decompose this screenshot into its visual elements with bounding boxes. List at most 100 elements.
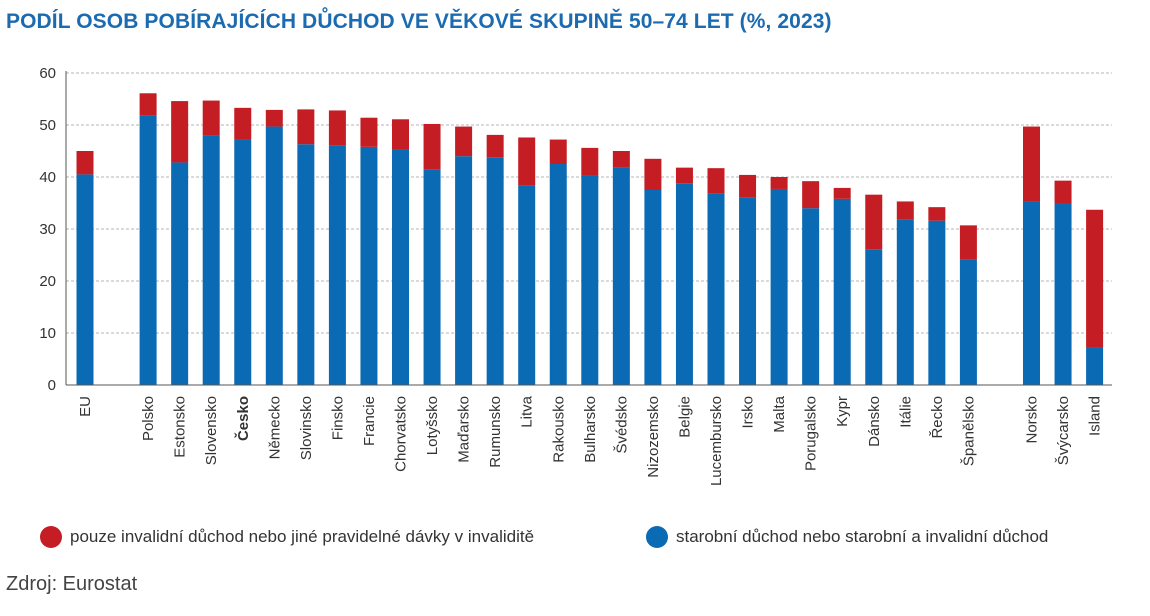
bar-segment-old_age xyxy=(612,167,630,385)
x-tick-label: Nizozemsko xyxy=(645,396,662,478)
bar-segment-invalid xyxy=(770,177,788,189)
bar-segment-old_age xyxy=(675,183,693,385)
x-tick-label: Estonsko xyxy=(172,396,189,458)
bar-segment-invalid xyxy=(581,147,599,176)
x-tick-label: Litva xyxy=(519,395,536,427)
x-tick-label: Island xyxy=(1087,396,1104,436)
bar-segment-invalid xyxy=(392,119,409,150)
bar-segment-invalid xyxy=(202,100,220,136)
x-tick-label: Lucembursko xyxy=(708,396,725,486)
bar-segment-old_age xyxy=(202,135,220,385)
x-tick-label: Švédsko xyxy=(613,396,630,454)
bar-segment-invalid xyxy=(612,151,630,168)
x-tick-label: Bulharsko xyxy=(582,396,599,463)
x-tick-label: Norsko xyxy=(1024,396,1041,444)
bar-segment-invalid xyxy=(297,109,315,145)
bar-segment-old_age xyxy=(265,126,283,385)
x-tick-label: Řecko xyxy=(929,396,946,439)
legend-item-old-age: starobní důchod nebo starobní a invalidn… xyxy=(646,526,1048,548)
bar-segment-old_age xyxy=(581,175,599,385)
source-note: Zdroj: Eurostat xyxy=(6,573,138,595)
bar-segment-invalid xyxy=(234,107,252,140)
bar-segment-old_age xyxy=(392,149,409,385)
x-tick-label: Finsko xyxy=(329,396,346,440)
y-tick-label: 30 xyxy=(39,221,56,238)
y-tick-label: 10 xyxy=(39,325,56,342)
x-axis-labels: EU Polsko Estonsko Slovensko Česko Německo Slo… xyxy=(77,395,1104,486)
bar-segment-invalid xyxy=(833,187,851,199)
bar-segment-old_age xyxy=(707,193,725,385)
bar-segment-invalid xyxy=(896,201,914,220)
bar-segment-old_age xyxy=(644,190,662,385)
bar-segment-invalid xyxy=(265,109,283,127)
bar-segment-old_age xyxy=(1086,347,1104,385)
bar-segment-invalid xyxy=(675,167,693,184)
bar-segment-old_age xyxy=(928,220,946,385)
bar-segment-invalid xyxy=(549,139,567,164)
bar-segment-invalid xyxy=(928,207,946,221)
legend-swatch-invalid xyxy=(40,526,62,548)
bar-segment-invalid xyxy=(139,93,157,116)
x-tick-label: EU xyxy=(77,396,94,417)
bar-segment-old_age xyxy=(328,145,346,385)
bar-segment-old_age xyxy=(360,146,378,385)
x-tick-label: Slovensko xyxy=(203,396,220,465)
bar-segment-old_age xyxy=(423,169,441,385)
bar-segment-old_age xyxy=(297,144,315,385)
y-tick-label: 40 xyxy=(39,169,56,186)
bars xyxy=(76,93,1104,385)
bar-segment-invalid xyxy=(455,126,473,157)
stacked-bar-chart: 0 10 20 30 40 50 60 EU Polsko Estonsko Slovensko Č… xyxy=(39,65,1112,486)
x-tick-label: Španělsko xyxy=(960,396,977,466)
x-tick-label: Irsko xyxy=(740,396,757,429)
x-tick-label: Kypr xyxy=(834,396,851,427)
x-tick-label: Česko xyxy=(234,396,252,441)
bar-segment-invalid xyxy=(360,117,378,147)
x-tick-label: Slovinsko xyxy=(298,396,315,460)
bar-segment-invalid xyxy=(1023,126,1040,202)
legend-swatch-old-age xyxy=(646,526,668,548)
bar-segment-old_age xyxy=(833,198,851,385)
bar-segment-old_age xyxy=(455,156,473,385)
bar-segment-old_age xyxy=(959,259,977,385)
bar-segment-old_age xyxy=(739,197,757,385)
bar-segment-old_age xyxy=(518,185,536,385)
bar-segment-old_age xyxy=(76,174,94,385)
x-tick-label: Chorvatsko xyxy=(393,396,410,472)
bar-segment-invalid xyxy=(328,110,346,146)
bar-segment-old_age xyxy=(770,188,788,385)
bar-segment-invalid xyxy=(171,101,189,163)
x-tick-label: Švýcarsko xyxy=(1055,396,1072,465)
x-tick-label: Dánsko xyxy=(866,396,883,447)
bar-segment-old_age xyxy=(139,115,157,385)
x-tick-label: Německo xyxy=(266,396,283,459)
bar-segment-invalid xyxy=(423,123,441,170)
bar-segment-invalid xyxy=(1054,180,1072,203)
y-tick-label: 50 xyxy=(39,117,56,134)
bar-segment-old_age xyxy=(549,164,567,385)
x-tick-label: Itálie xyxy=(897,396,914,428)
bar-segment-old_age xyxy=(802,208,820,385)
bar-segment-invalid xyxy=(76,151,94,175)
bar-segment-invalid xyxy=(707,168,725,194)
bar-segment-old_age xyxy=(1054,203,1072,385)
x-tick-label: Rakousko xyxy=(550,396,567,463)
chart-title: PODÍL OSOB POBÍRAJÍCÍCH DŮCHOD VE VĚKOVÉ… xyxy=(6,10,832,33)
y-tick-label: 0 xyxy=(48,377,56,394)
x-tick-label: Belgie xyxy=(676,396,693,438)
y-tick-label: 60 xyxy=(39,65,56,82)
y-axis-ticks: 0 10 20 30 40 50 60 xyxy=(39,65,56,394)
x-tick-label: Polsko xyxy=(140,396,157,441)
bar-segment-invalid xyxy=(959,225,977,260)
bar-segment-old_age xyxy=(1023,201,1040,385)
bar-segment-invalid xyxy=(739,174,757,198)
bar-segment-old_age xyxy=(865,249,883,385)
y-tick-label: 20 xyxy=(39,273,56,290)
x-tick-label: Malta xyxy=(771,395,788,432)
bar-segment-invalid xyxy=(486,134,504,158)
legend-item-invalid: pouze invalidní důchod nebo jiné pravide… xyxy=(40,526,534,548)
legend-label-invalid: pouze invalidní důchod nebo jiné pravide… xyxy=(70,527,535,546)
x-tick-label: Maďarsko xyxy=(456,396,473,463)
bar-segment-invalid xyxy=(518,137,536,186)
x-tick-label: Rumunsko xyxy=(487,396,504,468)
